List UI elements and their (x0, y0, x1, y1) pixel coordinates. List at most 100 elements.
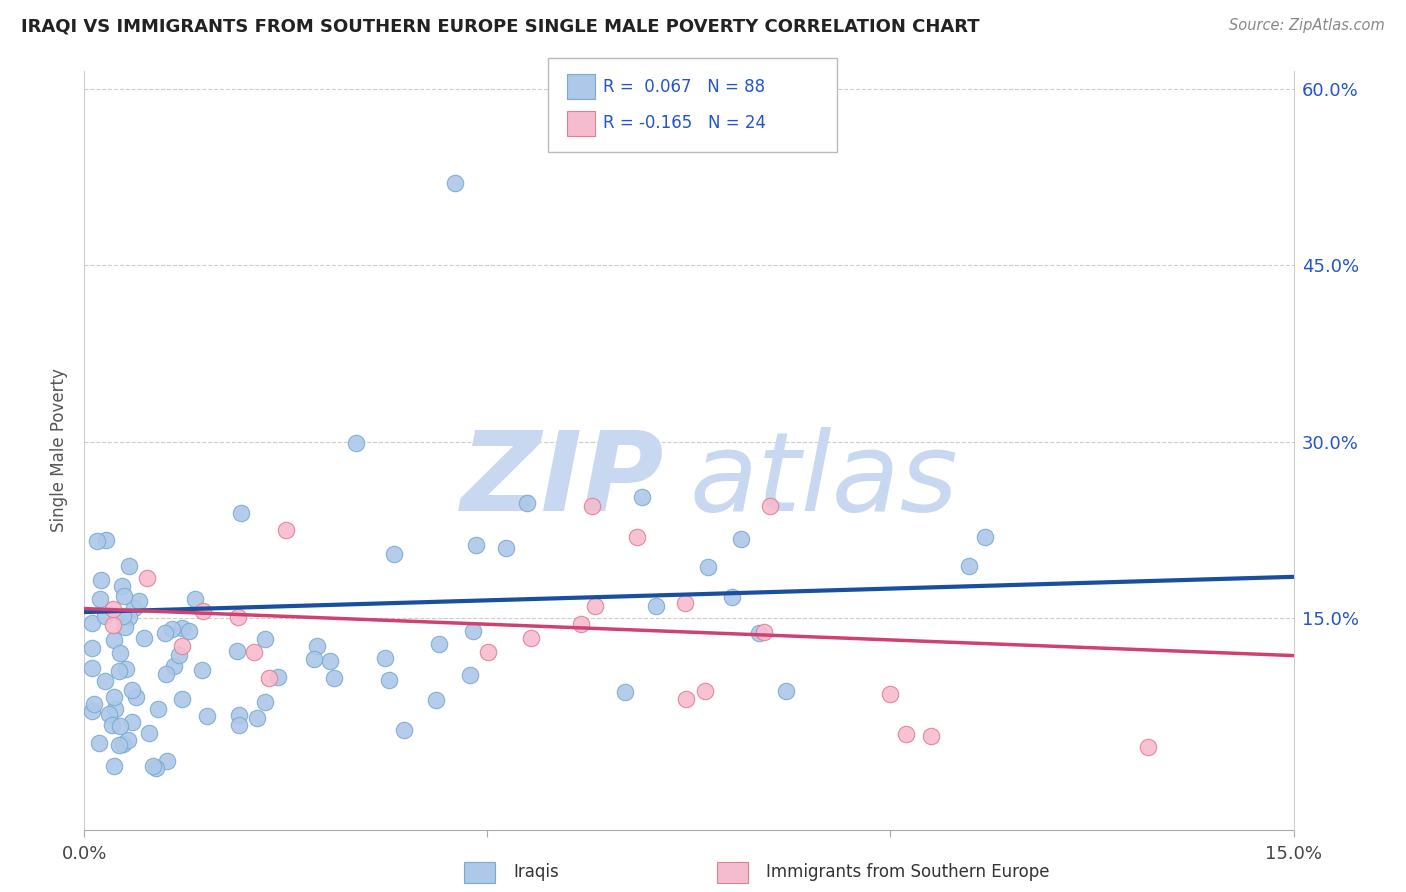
Point (121, 682, 143, 697)
Text: R = -0.165   N = 24: R = -0.165 N = 24 (603, 114, 766, 132)
Text: Source: ZipAtlas.com: Source: ZipAtlas.com (1229, 18, 1385, 33)
Point (89, 592, 111, 607)
Point (86, 533, 108, 548)
Point (229, 506, 252, 520)
Text: atlas: atlas (689, 427, 957, 534)
Point (172, 639, 194, 653)
Point (145, 761, 167, 775)
Point (495, 541, 517, 556)
Point (673, 596, 696, 610)
Point (155, 626, 177, 640)
Point (465, 538, 488, 552)
Point (160, 622, 183, 636)
Point (97, 706, 120, 721)
Point (101, 602, 124, 616)
Text: ZIP: ZIP (461, 427, 665, 534)
Point (195, 708, 218, 723)
Point (253, 632, 276, 646)
Point (155, 667, 177, 681)
Point (461, 624, 484, 638)
Point (307, 640, 329, 654)
Point (156, 754, 179, 768)
Point (138, 726, 160, 740)
Point (193, 603, 215, 617)
Point (344, 435, 367, 450)
Point (267, 670, 290, 684)
Point (696, 559, 718, 574)
Point (427, 637, 450, 651)
Point (228, 717, 250, 731)
Point (613, 684, 636, 698)
Point (226, 610, 249, 624)
Point (103, 690, 125, 705)
Point (179, 624, 201, 638)
Point (374, 650, 396, 665)
Point (957, 558, 980, 573)
Point (172, 692, 194, 706)
Point (112, 737, 135, 751)
Point (108, 719, 131, 733)
Point (163, 659, 186, 673)
Point (108, 738, 131, 752)
Text: R =  0.067   N = 88: R = 0.067 N = 88 (603, 78, 765, 95)
Point (243, 645, 266, 659)
Point (82, 704, 104, 718)
Point (115, 662, 138, 676)
Point (920, 729, 942, 743)
Point (378, 673, 401, 687)
Point (382, 547, 405, 561)
Point (645, 599, 668, 613)
Point (124, 690, 146, 705)
Point (425, 692, 447, 706)
Point (246, 710, 269, 724)
Point (274, 523, 297, 537)
Point (101, 718, 124, 732)
Point (146, 702, 169, 716)
Point (142, 759, 165, 773)
Point (730, 532, 752, 546)
Point (82, 615, 104, 630)
Point (170, 621, 193, 635)
Point (118, 558, 141, 573)
Point (82, 661, 104, 675)
Point (94, 609, 117, 624)
Point (112, 608, 135, 623)
Point (114, 620, 136, 634)
Point (754, 624, 776, 639)
Point (101, 618, 124, 632)
Point (253, 695, 276, 709)
Point (323, 672, 346, 686)
Point (758, 500, 780, 514)
Point (228, 707, 250, 722)
Point (82, 640, 104, 655)
Point (458, 667, 481, 681)
Point (226, 644, 249, 658)
Point (104, 702, 127, 716)
Point (1137, 740, 1160, 755)
Point (477, 645, 499, 659)
Point (128, 594, 150, 608)
Point (748, 625, 770, 640)
Point (121, 714, 143, 729)
Point (520, 631, 543, 645)
Point (257, 671, 280, 685)
Point (304, 652, 326, 666)
Point (626, 530, 648, 544)
Point (108, 646, 131, 660)
Point (693, 684, 716, 698)
Y-axis label: Single Male Poverty: Single Male Poverty (51, 368, 69, 533)
Point (775, 684, 797, 698)
Point (132, 631, 155, 645)
Text: Iraqis: Iraqis (513, 863, 560, 881)
Point (721, 590, 744, 604)
Point (516, 495, 538, 509)
Point (107, 665, 129, 679)
Point (569, 617, 592, 632)
Point (122, 601, 145, 615)
Point (96, 533, 118, 547)
Text: IRAQI VS IMMIGRANTS FROM SOUTHERN EUROPE SINGLE MALE POVERTY CORRELATION CHART: IRAQI VS IMMIGRANTS FROM SOUTHERN EUROPE… (21, 18, 980, 36)
Point (581, 500, 603, 514)
Point (103, 759, 125, 773)
Point (319, 654, 342, 668)
Point (896, 726, 918, 740)
